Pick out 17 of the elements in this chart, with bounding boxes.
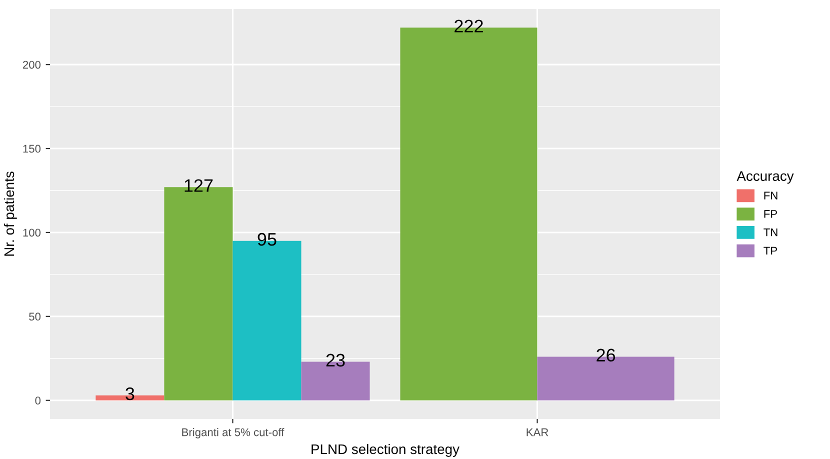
legend-label: TP <box>764 246 777 255</box>
legend-label: FN <box>764 192 778 200</box>
y-tick-label: 0 <box>35 396 41 404</box>
y-tick-label: 150 <box>23 144 41 153</box>
y-tick-label: 200 <box>22 60 41 69</box>
x-axis-title: PLND selection strategy <box>312 444 460 457</box>
x-tick-label: Briganti at 5% cut-off <box>182 428 284 438</box>
legend-label: FP <box>764 210 777 218</box>
legend-label: TN <box>764 228 778 236</box>
data-label: 23 <box>326 354 345 367</box>
y-axis-title: Nr. of patients <box>4 172 17 256</box>
x-tick-label: KAR <box>526 428 548 436</box>
data-label: 26 <box>596 348 616 362</box>
legend-title: Accuracy <box>736 171 794 184</box>
y-tick-label: 100 <box>23 228 41 237</box>
data-label: 3 <box>126 387 134 400</box>
y-tick-label: 50 <box>29 312 41 321</box>
